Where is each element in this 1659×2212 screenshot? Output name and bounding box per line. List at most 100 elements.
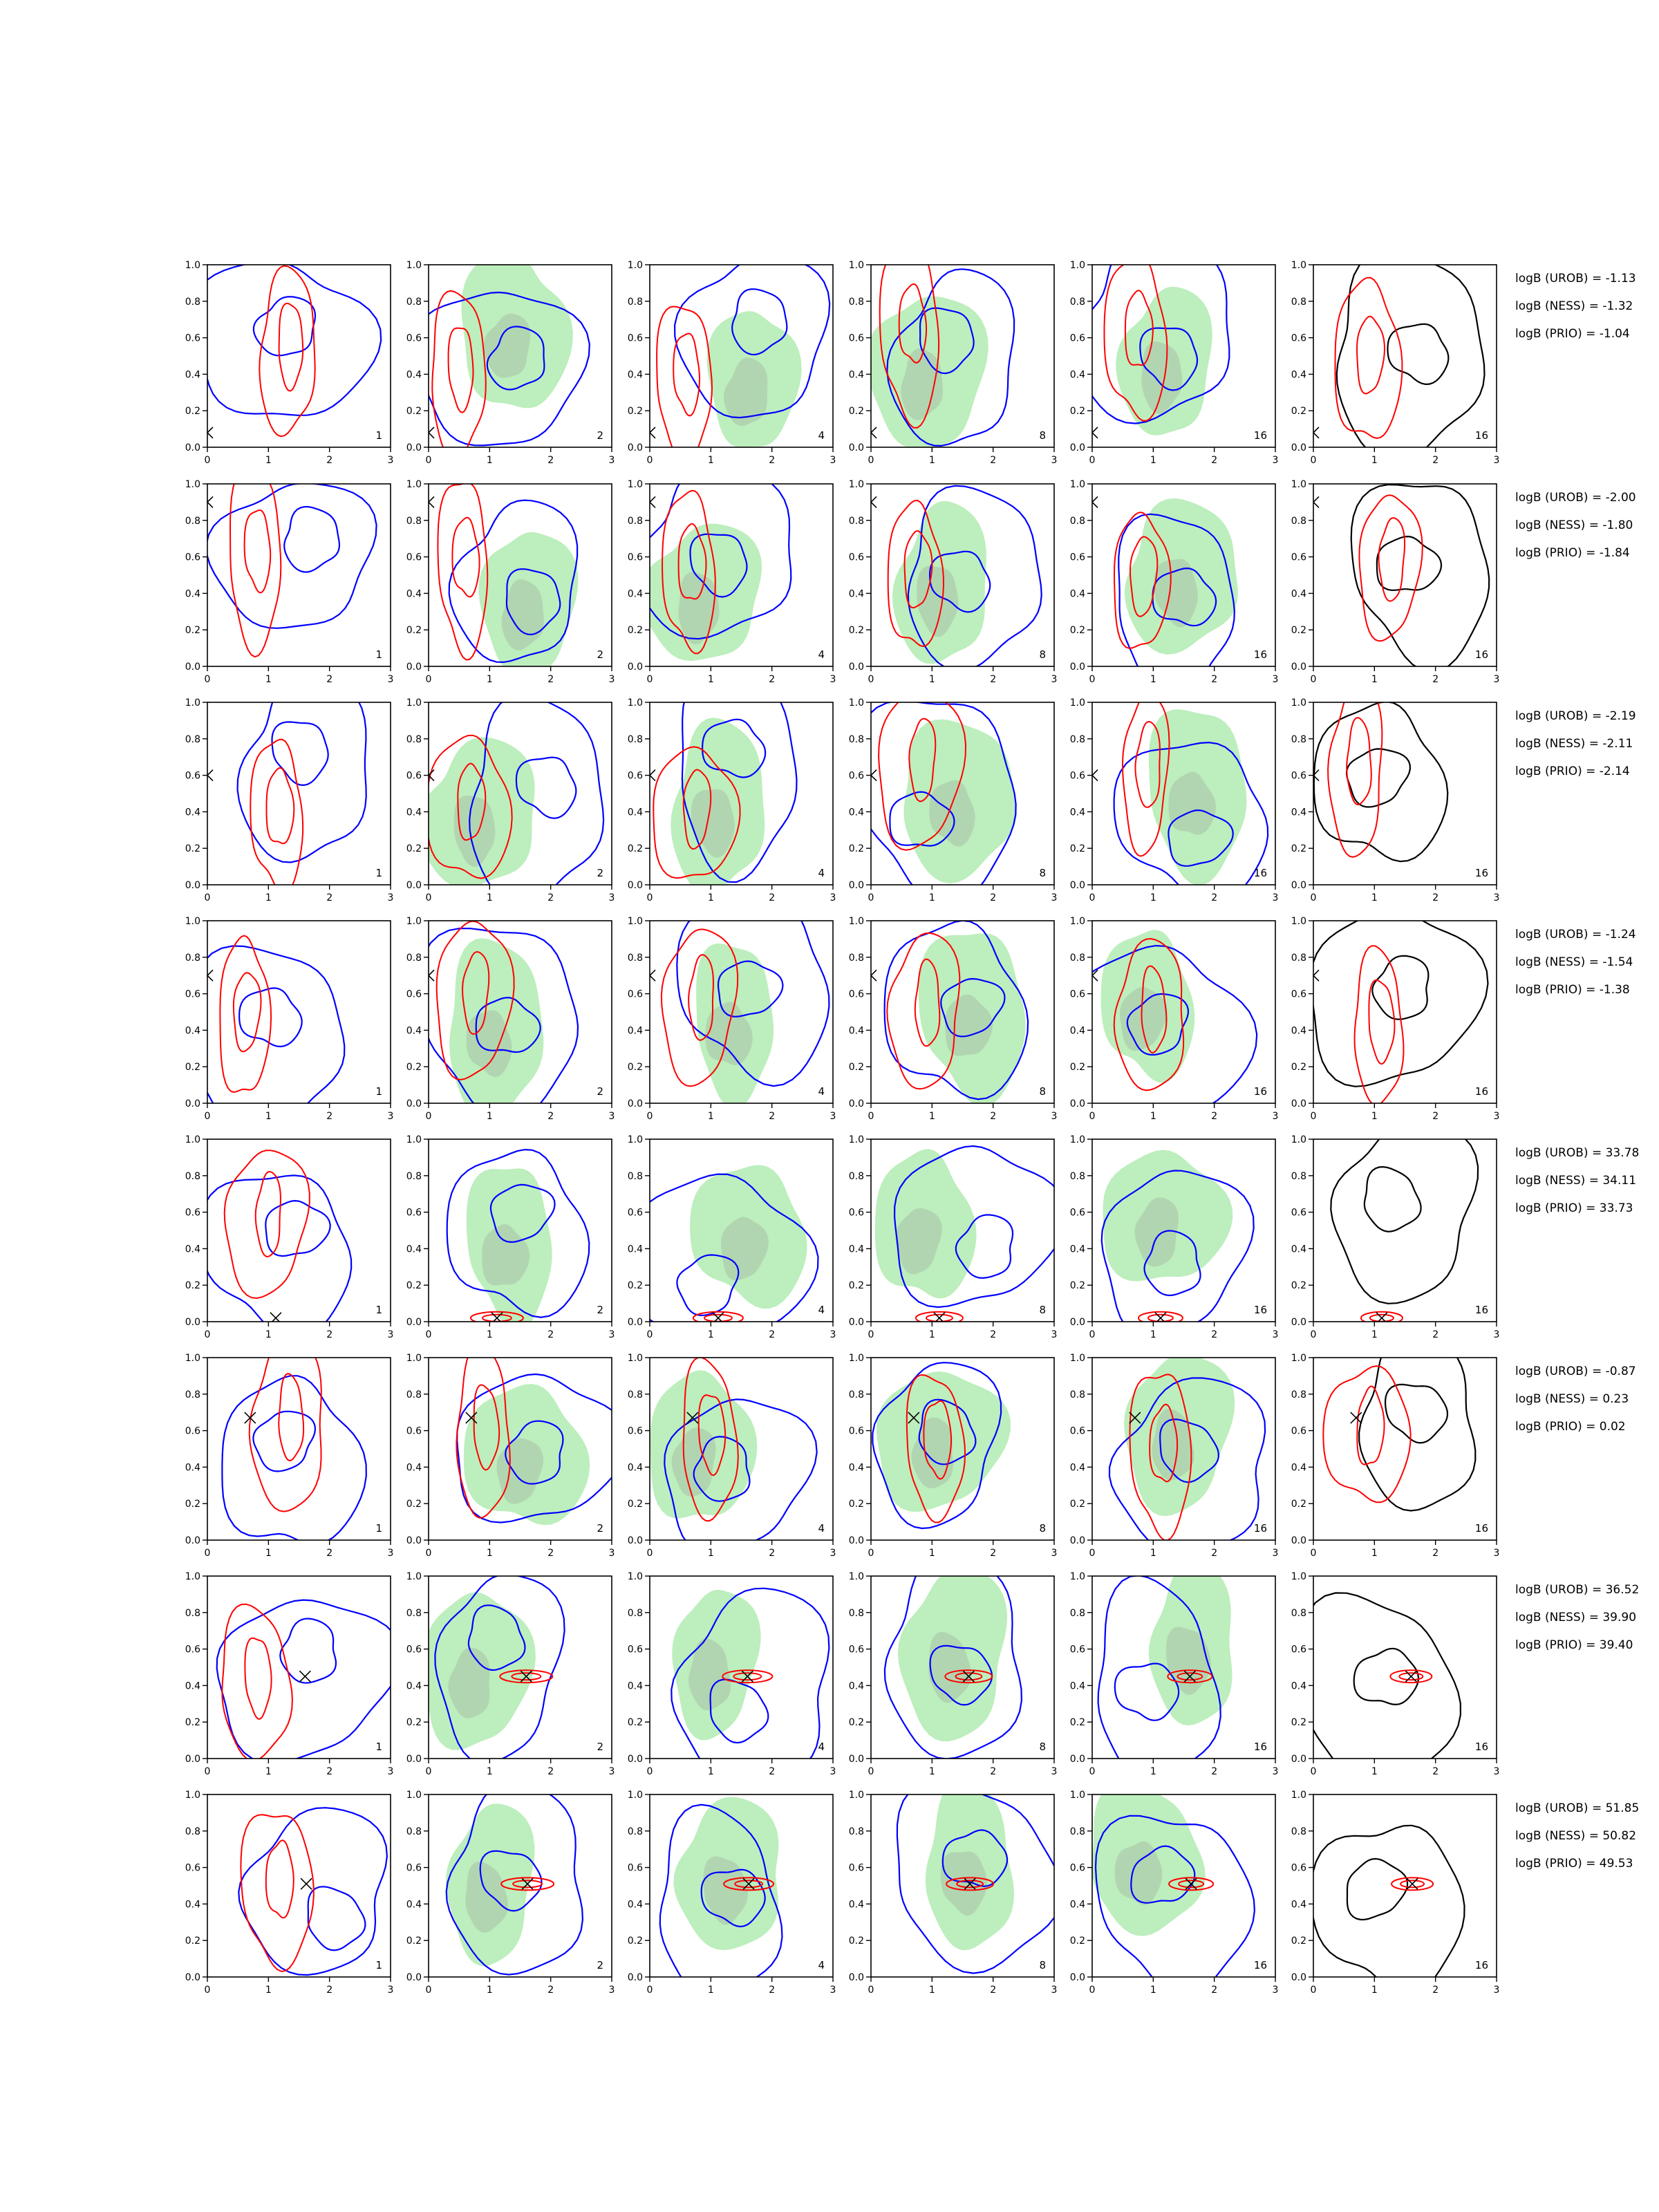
- axes-frame: [649, 264, 834, 448]
- density-fill-outer: [690, 1165, 807, 1309]
- contour-inner: [252, 296, 317, 357]
- panel-r4-c1: 0 1 2 3 0.0 0.2 0.4 0.6 0.8 1.0 1: [185, 916, 394, 1122]
- y-tick-label: 0.2: [185, 1717, 200, 1728]
- axes-frame: [1091, 1575, 1276, 1759]
- density-fill-outer: [1100, 930, 1195, 1083]
- x-tick-label: 3: [830, 1548, 836, 1559]
- y-tick-label: 0.0: [849, 1535, 864, 1546]
- x-tick-label: 2: [769, 455, 775, 466]
- column-label: 1: [375, 1741, 382, 1753]
- x-tick-label: 3: [1051, 674, 1058, 685]
- y-tick-label: 0.0: [849, 1317, 864, 1328]
- contour-inner: [1387, 323, 1450, 386]
- logb-label: logB (PRIO) = 33.73: [1515, 1201, 1633, 1215]
- true-value-marker: [871, 969, 877, 982]
- contour-inner: [693, 1436, 751, 1502]
- y-tick-label: 1.0: [1291, 1571, 1306, 1582]
- axes-frame: [870, 1138, 1055, 1322]
- contour-red-inner: [1178, 1880, 1205, 1888]
- x-tick-label: 1: [1371, 455, 1378, 466]
- density-fill-inner: [928, 1631, 972, 1703]
- contour-inner: [283, 505, 341, 573]
- x-tick-label: 2: [1432, 1329, 1438, 1340]
- y-tick-label: 0.4: [628, 1244, 643, 1255]
- contour-red-outer: [1334, 276, 1403, 440]
- column-label: 4: [818, 1959, 825, 1971]
- x-tick-label: 3: [609, 1548, 615, 1559]
- x-tick-label: 1: [265, 455, 272, 466]
- contour-outer: [216, 1599, 391, 1759]
- y-tick-label: 0.2: [1070, 1936, 1085, 1947]
- x-tick-label: 0: [1089, 1329, 1096, 1340]
- column-label: 2: [597, 648, 603, 661]
- contour-inner: [1143, 1230, 1201, 1297]
- contour-red-outer: [1113, 937, 1185, 1091]
- y-tick-label: 0.2: [628, 1717, 643, 1728]
- y-tick-label: 0.0: [185, 1972, 200, 1983]
- y-tick-label: 1.0: [849, 1571, 864, 1582]
- true-value-marker: [650, 496, 656, 508]
- y-tick-label: 1.0: [849, 479, 864, 490]
- true-value-marker: [650, 427, 656, 439]
- x-tick-label: 1: [708, 674, 714, 685]
- contour-red-inner: [457, 762, 487, 841]
- y-tick-label: 0.0: [849, 1754, 864, 1765]
- density-fill-outer: [1148, 709, 1247, 885]
- y-tick-label: 0.8: [1291, 1389, 1306, 1400]
- contour-inner: [1168, 809, 1234, 867]
- contour-red-inner: [512, 1880, 543, 1888]
- x-tick-label: 2: [326, 674, 332, 685]
- y-tick-label: 0.4: [1291, 588, 1306, 599]
- contour-red-inner: [923, 1400, 952, 1480]
- density-fill-outer: [897, 1576, 1008, 1742]
- column-label: 1: [375, 867, 382, 879]
- y-tick-label: 0.0: [849, 1098, 864, 1109]
- y-tick-label: 0.2: [406, 1280, 422, 1291]
- axes-frame: [1313, 483, 1497, 667]
- contour-red-inner: [1177, 1672, 1203, 1681]
- contour-red-inner: [462, 950, 490, 1035]
- axes-frame: [870, 1575, 1055, 1759]
- y-tick-label: 1.0: [628, 479, 643, 490]
- true-value-marker: [207, 969, 214, 982]
- x-tick-label: 0: [1311, 674, 1317, 685]
- contour-outer: [1092, 265, 1230, 424]
- contour-inner: [238, 987, 303, 1048]
- column-label: 4: [818, 867, 825, 879]
- column-label: 8: [1039, 648, 1046, 661]
- panel-r1-c3: 0 1 2 3 0.0 0.2 0.4 0.6 0.8 1.0 4: [628, 260, 836, 466]
- contour-outer: [1100, 1170, 1255, 1322]
- panel-r2-c1: 0 1 2 3 0.0 0.2 0.4 0.6 0.8 1.0 1: [185, 479, 394, 685]
- x-tick-label: 0: [1311, 892, 1317, 903]
- panel-r4-c6: 0 1 2 3 0.0 0.2 0.4 0.6 0.8 1.0 16: [1291, 916, 1500, 1122]
- column-label: 1: [375, 1304, 382, 1316]
- y-tick-label: 0.4: [1291, 1025, 1306, 1036]
- contour-red-outer: [229, 484, 282, 658]
- x-tick-label: 2: [326, 1985, 332, 1996]
- x-tick-label: 2: [769, 674, 775, 685]
- contour-inner: [1130, 1845, 1196, 1904]
- axes-frame: [649, 483, 834, 667]
- x-tick-label: 0: [205, 892, 211, 903]
- contour-red-outer: [878, 702, 967, 851]
- contour-outer: [1313, 921, 1489, 1087]
- axes-frame: [1091, 264, 1276, 448]
- y-tick-label: 0.0: [628, 1972, 643, 1983]
- y-tick-label: 0.0: [406, 1317, 422, 1328]
- y-tick-label: 0.2: [628, 1280, 643, 1291]
- logb-label: logB (UROB) = -1.13: [1515, 272, 1636, 285]
- y-tick-label: 1.0: [185, 916, 200, 927]
- contour-outer: [1094, 1815, 1256, 1977]
- density-fill-outer: [876, 1371, 1011, 1512]
- axes-frame: [649, 1138, 834, 1322]
- y-tick-label: 0.8: [185, 1389, 200, 1400]
- contour-red-inner: [956, 1880, 984, 1888]
- y-tick-label: 0.8: [1291, 1826, 1306, 1837]
- y-tick-label: 0.0: [185, 1098, 200, 1109]
- density-fill-inner: [496, 1438, 543, 1504]
- x-tick-label: 1: [1150, 1985, 1156, 1996]
- panel-r4-c3: 0 1 2 3 0.0 0.2 0.4 0.6 0.8 1.0 4: [628, 916, 836, 1122]
- density-fill-outer: [650, 523, 762, 661]
- y-tick-label: 0.6: [185, 333, 200, 344]
